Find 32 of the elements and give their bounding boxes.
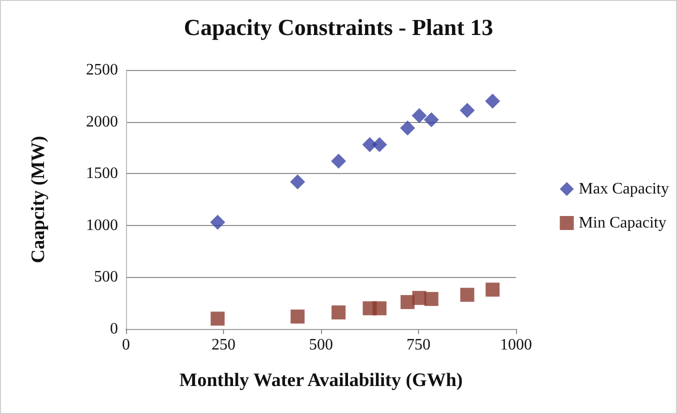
chart-title: Capacity Constraints - Plant 13: [184, 15, 494, 40]
y-tick-label: 1000: [86, 216, 118, 234]
point: [424, 292, 438, 306]
point: [290, 310, 305, 324]
point: [460, 102, 475, 118]
y-tick-label: 1500: [86, 165, 118, 182]
x-tick-label: 500: [309, 336, 333, 354]
point: [331, 154, 346, 169]
point: [400, 120, 416, 136]
point: [460, 288, 474, 302]
point: [424, 112, 439, 128]
point: [332, 305, 346, 320]
x-tick-label: 0: [122, 336, 130, 354]
point: [210, 312, 225, 326]
legend-label: Max Capacity: [578, 180, 670, 198]
y-tick-label: 2500: [86, 62, 118, 78]
point: [485, 94, 500, 109]
x-axis-title: Monthly Water Availability (GWh): [179, 370, 463, 391]
x-tick-label: 250: [212, 336, 236, 354]
y-axis-title: Caapcity (MW): [28, 136, 49, 264]
x-tick-label: 1000: [500, 336, 532, 354]
y-tick-label: 500: [94, 268, 118, 286]
point: [486, 282, 500, 297]
point: [210, 214, 226, 230]
point: [372, 301, 386, 316]
y-tick-label: 2000: [86, 113, 118, 130]
point: [372, 137, 387, 152]
point: [290, 174, 306, 190]
point: [412, 108, 427, 124]
legend-label: Min Capacity: [578, 214, 666, 232]
y-tick-label: 0: [110, 320, 118, 338]
x-tick-label: 750: [406, 336, 430, 354]
